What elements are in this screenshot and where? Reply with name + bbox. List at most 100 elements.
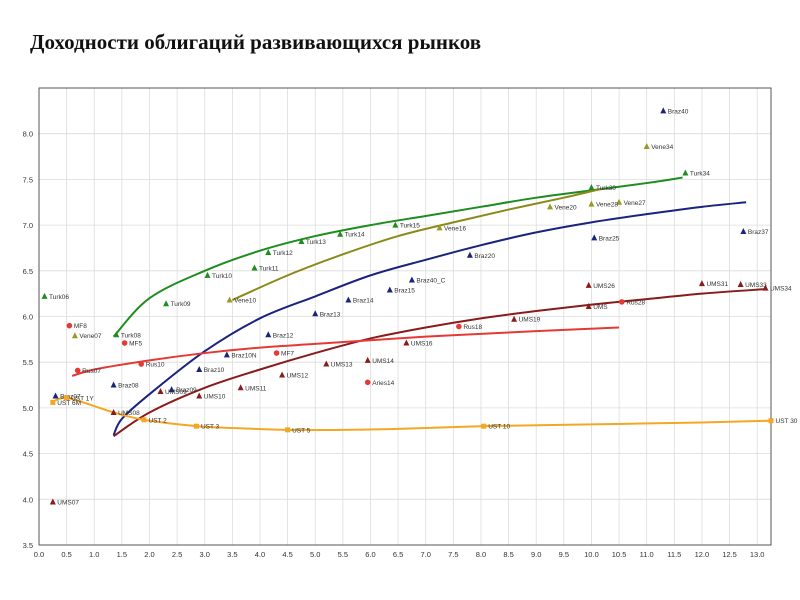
y-tick-label: 7.5 [23,175,33,184]
point-label: Turk34 [690,171,710,178]
point-label: Turk12 [273,250,293,257]
x-tick-label: 10.5 [612,550,627,559]
point-label: Rus10 [146,362,165,369]
point-label: UMS26 [593,283,615,290]
curve-line [71,326,620,377]
point-label: UMS12 [287,372,309,379]
point-label: UMS11 [245,385,267,392]
point-label: Turk11 [259,266,279,273]
x-tick-label: 6.5 [393,550,403,559]
point-marker [110,408,117,415]
y-tick-label: 4.0 [23,495,33,504]
point-label: UST 2 [148,417,167,424]
point-label: UMS19 [519,317,541,324]
point-marker [436,224,443,231]
point-marker [157,387,164,394]
point-marker [643,142,650,149]
point-label: Braz40 [668,108,689,115]
x-tick-label: 1.5 [117,550,127,559]
point-marker [237,384,244,391]
point-label: MF7 [281,351,294,358]
x-tick-label: 3.5 [227,550,237,559]
point-marker [337,230,344,237]
point-marker [71,332,78,339]
x-tick-label: 9.5 [559,550,569,559]
point-label: UMS16 [411,341,433,348]
point-label: UMS33 [745,282,767,289]
point-label: Braz40_C [416,277,445,284]
page-title: Доходности облигаций развивающихся рынко… [30,30,482,54]
point-marker [616,198,623,205]
point-label: UMS13 [331,362,353,369]
point-label: Rus07 [82,368,101,375]
point-marker [481,423,487,429]
curve-line [113,288,766,438]
point-label: Braz20 [474,253,495,260]
point-marker [298,238,305,245]
point-marker [456,323,462,330]
point-label: Turk30 [596,185,616,192]
x-tick-label: 3.0 [200,550,210,559]
point-label: UST 6M [57,400,81,407]
point-marker [265,331,272,338]
x-tick-label: 4.0 [255,550,265,559]
point-label: UST 10 [488,424,510,431]
point-marker [121,340,128,346]
point-marker [193,423,199,429]
point-marker [762,284,769,291]
y-tick-label: 3.5 [23,541,33,550]
point-label: Vene20 [555,204,577,211]
x-tick-label: 12.0 [695,550,710,559]
y-tick-label: 5.5 [23,358,33,367]
point-label: Braz10N [231,352,257,359]
x-tick-label: 13.0 [750,550,765,559]
point-label: Braz15 [394,287,415,294]
point-label: Rus18 [463,324,482,331]
point-label: UST 30 [776,418,798,425]
y-tick-label: 8.0 [23,130,33,139]
curve-line [52,396,772,432]
point-label: Braz08 [118,383,139,390]
y-tick-label: 6.0 [23,313,33,322]
point-marker [49,498,56,505]
point-marker [50,399,56,405]
curves [52,176,772,438]
point-label: Vene28 [596,202,618,209]
x-tick-label: 7.5 [448,550,458,559]
point-label: Braz25 [599,235,620,242]
y-tick-label: 6.5 [23,267,33,276]
point-marker [74,367,81,374]
point-label: UMS [593,304,608,311]
grid [38,88,771,546]
x-tick-label: 5.0 [310,550,320,559]
point-marker [511,315,518,322]
point-marker [547,203,554,210]
x-tick-label: 0.0 [34,550,44,559]
x-tick-label: 2.5 [172,550,182,559]
point-label: Braz37 [748,229,769,236]
point-label: Rus28 [626,299,645,306]
x-tick-label: 9.0 [531,550,541,559]
x-tick-label: 8.0 [476,550,486,559]
point-label: Turk06 [49,294,69,301]
point-marker [196,392,203,399]
point-label: Turk10 [212,273,232,280]
point-label: Braz07 [60,394,81,401]
point-label: UMS07 [57,500,79,507]
point-marker [204,271,211,278]
point-marker [66,322,73,329]
x-tick-label: 4.5 [282,550,292,559]
x-tick-label: 6.0 [365,550,375,559]
point-marker [392,221,399,228]
point-label: Vene16 [444,225,466,232]
point-label: UMS09 [165,389,187,396]
point-marker [251,264,258,271]
point-marker [110,381,117,388]
point-marker [226,296,233,303]
point-marker [466,251,473,258]
point-marker [364,356,371,363]
point-marker [403,339,410,346]
point-label: UST 3 [201,424,220,431]
point-marker [41,292,48,299]
